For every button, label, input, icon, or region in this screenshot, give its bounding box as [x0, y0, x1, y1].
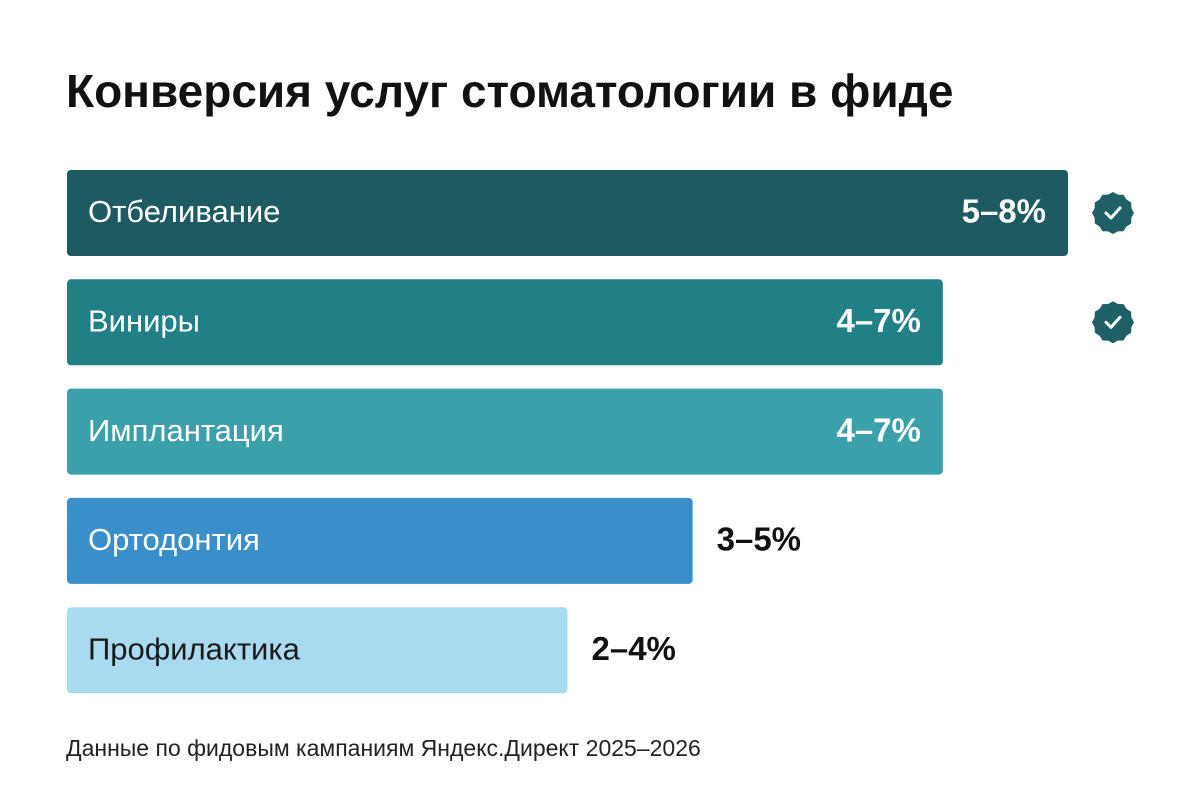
category-label: Ортодонтия: [88, 522, 260, 557]
check-badge: [1092, 192, 1134, 234]
bar: [67, 388, 943, 475]
category-label: Отбеливание: [88, 194, 280, 229]
value-label: 5–8%: [962, 193, 1046, 230]
value-label: 4–7%: [836, 302, 920, 339]
category-label: Имплантация: [88, 413, 284, 448]
badge-shape: [1092, 192, 1134, 234]
value-label: 2–4%: [592, 630, 676, 667]
chart-title: Конверсия услуг стоматологии в фиде: [66, 65, 953, 117]
check-badge: [1092, 301, 1134, 344]
value-label: 3–5%: [717, 521, 801, 558]
category-label: Виниры: [88, 303, 200, 338]
check-mark: [1104, 206, 1122, 220]
check-mark: [1104, 315, 1122, 329]
footnote: Данные по фидовым кампаниям Яндекс.Дирек…: [66, 735, 701, 761]
badge-shape: [1092, 301, 1134, 344]
bar: [67, 170, 1068, 256]
value-label: 4–7%: [836, 411, 920, 448]
bar: [67, 279, 943, 366]
bar: [67, 607, 568, 694]
bar: [67, 497, 693, 584]
category-label: Профилактика: [88, 631, 301, 666]
